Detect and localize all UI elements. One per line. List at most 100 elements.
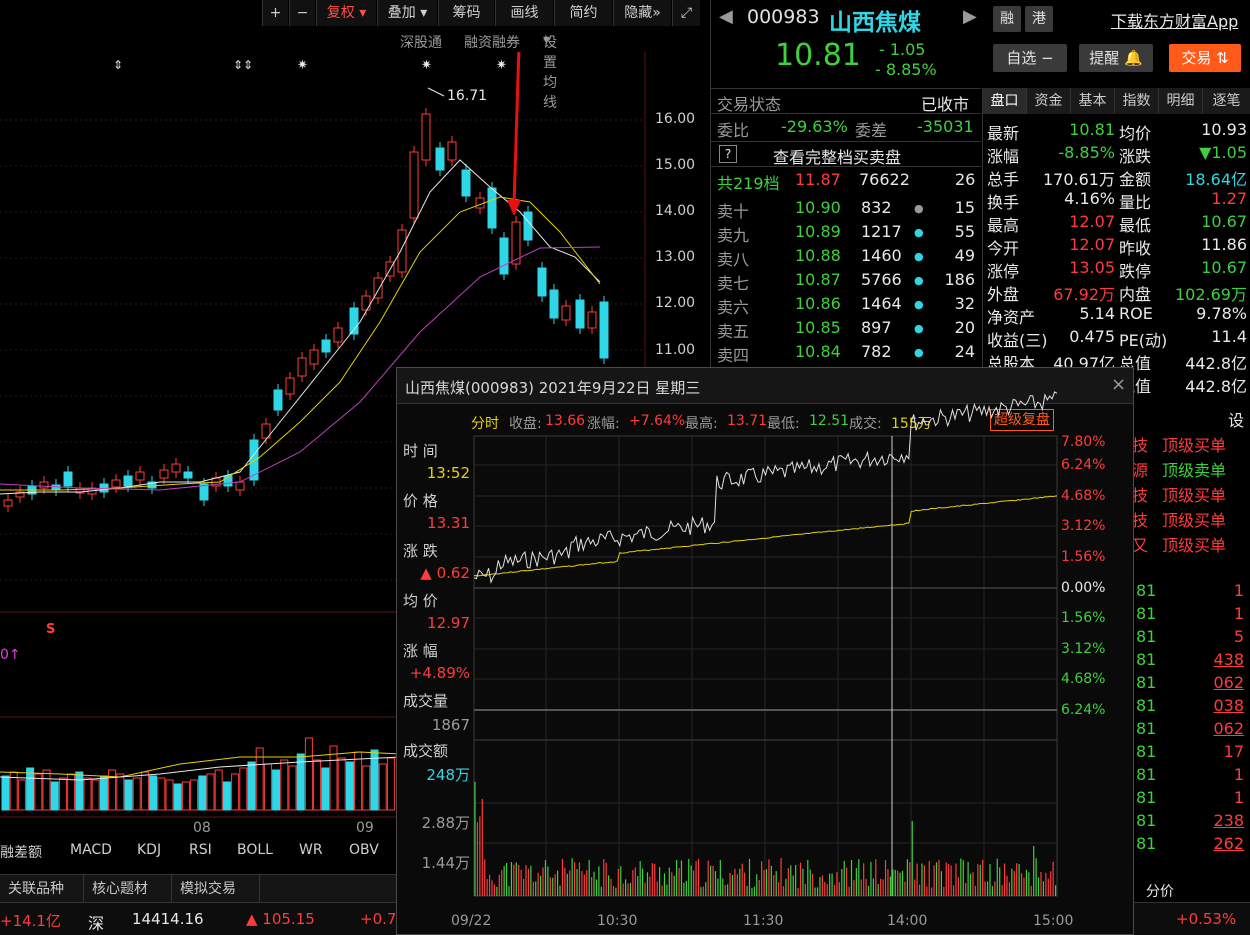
rong-badge[interactable]: 融 [993,6,1021,32]
signal-source: 又 [1132,536,1149,555]
quote-row: 最新 10.81 均价 10.93 [983,120,1250,143]
ask-row[interactable]: 卖八 10.88 1460 ● 49 [711,244,981,269]
diejia-dropdown[interactable]: 叠加 ▾ [377,0,437,26]
quote-label: 总手 [987,170,1020,189]
candle-body [63,471,73,487]
double-chevron-icon: » [652,5,661,21]
tab-jiben[interactable]: 基本 [1071,88,1115,114]
index-change: ▲ 105.15 [246,910,315,928]
index-value: 14414.16 [132,910,204,928]
kline-chart[interactable]: ⇕ ⇕⇕ ✷ ✷ ✷ 16.71 16.00 15.00 14.00 13.00… [0,52,705,842]
quote-value: 10.93 [1201,120,1247,139]
event-marker-icon[interactable]: ⇕ [113,58,124,72]
zixuan-button[interactable]: 自选 − [993,44,1067,72]
rongzi-link[interactable]: 融资融券 [464,35,520,51]
trade-row: 81 038 [1132,696,1250,719]
event-marker-icon[interactable]: ✷ [496,58,507,73]
dot-icon: ● [914,226,924,239]
dot-icon: ● [914,202,924,215]
fullscreen-icon[interactable]: ⤢ [672,0,700,26]
settings-button[interactable]: 设 [1228,411,1245,430]
tab-mingxi[interactable]: 明细 [1159,88,1203,114]
fuquan-dropdown[interactable]: 复权 ▾ [316,0,376,26]
ask-row[interactable]: 卖九 10.89 1217 ● 55 [711,220,981,245]
huaxian-button[interactable]: 画线 [495,0,553,26]
tab-pankou[interactable]: 盘口 [983,88,1027,114]
trade-row: 81 1 [1132,788,1250,811]
ask-row[interactable]: 卖十 10.90 832 ● 15 [711,196,981,221]
trade-price: 81 [1136,742,1157,761]
zoom-in-button[interactable]: + [262,0,288,26]
signal-source: 技 [1132,486,1149,505]
signal-row[interactable]: 源顶级卖单 [1132,457,1250,480]
low-label: 最低: [767,416,800,432]
volume-bar [222,781,231,811]
tab-fenjia[interactable]: 分价 [1146,884,1174,900]
status-row: 交易状态 已收市 [711,88,981,114]
volume-bar [91,779,100,811]
signal-row[interactable]: 又顶级买单 [1132,532,1250,555]
tab-wr[interactable]: WR [299,842,323,858]
ask-row[interactable]: 卖七 10.87 5766 ● 186 [711,268,981,293]
ma-setting-dropdown[interactable]: 设置均线 ▾ [543,32,557,111]
super-replay-button[interactable]: 超级复盘 [990,409,1054,431]
tixing-button[interactable]: 提醒 🔔 [1079,44,1153,72]
event-marker-icon[interactable]: ✷ [421,58,432,73]
quote-label: 最新 [987,124,1020,143]
intraday-chart[interactable] [397,368,1133,934]
tab-sim-trade[interactable]: 模拟交易 [172,875,260,903]
tab-rongchae[interactable]: 融差额 [0,845,42,861]
quote-row: 最高 12.07 最低 10.67 [983,212,1250,235]
ask-count: 186 [944,270,975,289]
tab-boll[interactable]: BOLL [237,842,273,858]
trade-price: 81 [1136,719,1157,738]
tab-macd[interactable]: MACD [70,842,112,858]
gang-badge[interactable]: 港 [1025,6,1053,32]
trade-price: 81 [1136,788,1157,807]
jianyue-button[interactable]: 简约 [554,0,612,26]
tab-related[interactable]: 关联品种 [0,875,84,903]
volume-bar [50,781,59,811]
tab-core-topics[interactable]: 核心题材 [84,875,172,903]
quote-row: 收益(三) 0.475 PE(动) 11.4 [983,327,1250,350]
sell-signal-marker[interactable]: S [46,622,56,637]
quote-label: 昨收 [1119,239,1152,258]
yincang-button[interactable]: 隐藏» [613,0,671,26]
prev-stock-icon[interactable]: ◀ [719,6,733,27]
download-app-link[interactable]: 下载东方财富App [1111,12,1239,31]
event-marker-icon[interactable]: ⇕⇕ [233,58,254,72]
ask-row[interactable]: 卖六 10.86 1464 ● 32 [711,292,981,317]
volume-bar [157,777,166,811]
chart-toolbar: + − 复权 ▾ 叠加 ▾ 筹码 画线 简约 隐藏» ⤢ [0,0,700,26]
tab-rsi[interactable]: RSI [189,842,212,858]
full-book-row[interactable]: ? 查看完整档买卖盘 [711,141,981,167]
ask-row[interactable]: 卖五 10.85 897 ● 20 [711,316,981,341]
pct-tick: 1.56% [1061,610,1106,626]
signal-row[interactable]: 技顶级买单 [1132,482,1250,505]
candle-body [397,229,407,273]
next-stock-icon[interactable]: ▶ [963,6,977,27]
weicha-label: 委差 [855,121,888,140]
chouma-button[interactable]: 筹码 [438,0,494,26]
event-marker-icon[interactable]: ✷ [297,58,308,73]
trade-volume: 038 [1213,696,1244,715]
full-book-link[interactable]: 查看完整档买卖盘 [773,148,902,167]
zf-value: +7.64% [629,413,686,429]
close-icon[interactable]: × [1111,374,1127,395]
shengutong-link[interactable]: 深股通 [400,35,442,51]
ask-price: 10.88 [795,246,841,265]
ask-row[interactable]: 卖四 10.84 782 ● 24 [711,340,981,365]
tab-zhishu[interactable]: 指数 [1115,88,1159,114]
tab-obv[interactable]: OBV [349,842,379,858]
jiaoyi-button[interactable]: 交易 ⇅ [1169,44,1241,72]
volume-bar [116,773,125,811]
zoom-out-button[interactable]: − [289,0,315,26]
tab-zhubi[interactable]: 逐笔 [1203,88,1250,114]
ask-volume: 1217 [861,222,902,241]
tab-kdj[interactable]: KDJ [137,842,162,858]
ask-price: 10.90 [795,198,841,217]
tab-zijin[interactable]: 资金 [1027,88,1071,114]
signal-row[interactable]: 技顶级买单 [1132,432,1250,455]
help-icon[interactable]: ? [719,145,737,163]
signal-row[interactable]: 技顶级买单 [1132,507,1250,530]
